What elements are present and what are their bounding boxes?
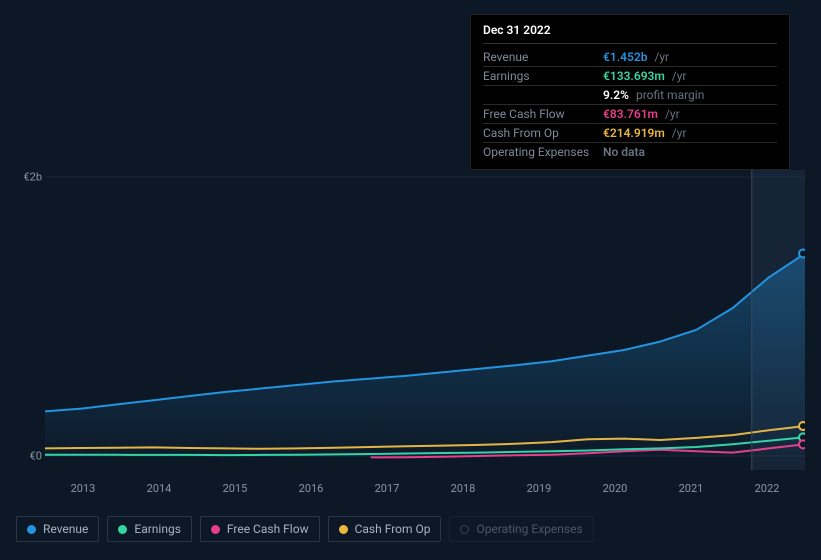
legend-item-label: Revenue bbox=[43, 522, 88, 536]
tooltip-row: Cash From Op€214.919m /yr bbox=[483, 124, 777, 143]
x-axis-label: 2014 bbox=[121, 482, 197, 495]
tooltip-row-label: Operating Expenses bbox=[483, 145, 603, 159]
x-axis-label: 2013 bbox=[45, 482, 121, 495]
x-axis-label: 2017 bbox=[349, 482, 425, 495]
tooltip-row-label: Earnings bbox=[483, 69, 603, 83]
chart-legend: Revenue Earnings Free Cash Flow Cash From O… bbox=[16, 516, 594, 542]
tooltip-row-value: No data bbox=[603, 145, 645, 159]
legend-item-label: Operating Expenses bbox=[476, 522, 582, 536]
tooltip-row: Operating ExpensesNo data bbox=[483, 143, 777, 161]
tooltip-row-value: €133.693m /yr bbox=[603, 69, 687, 83]
legend-item-label: Free Cash Flow bbox=[227, 522, 309, 536]
x-axis-label: 2022 bbox=[729, 482, 805, 495]
legend-swatch-icon bbox=[339, 525, 348, 534]
legend-swatch-icon bbox=[118, 525, 127, 534]
legend-swatch-icon bbox=[27, 525, 36, 534]
x-axis-label: 2015 bbox=[197, 482, 273, 495]
legend-swatch-icon bbox=[211, 525, 220, 534]
legend-item-cfo[interactable]: Cash From Op bbox=[328, 516, 442, 542]
x-axis: 2013201420152016201720182019202020212022 bbox=[45, 482, 805, 495]
y-axis-label: €2b bbox=[23, 170, 42, 183]
tooltip-row: Revenue€1.452b /yr bbox=[483, 48, 777, 67]
y-axis-label: €0 bbox=[30, 450, 42, 463]
tooltip-row-value: €83.761m /yr bbox=[603, 107, 680, 121]
legend-item-label: Earnings bbox=[134, 522, 181, 536]
x-axis-label: 2021 bbox=[653, 482, 729, 495]
x-axis-label: 2016 bbox=[273, 482, 349, 495]
legend-item-revenue[interactable]: Revenue bbox=[16, 516, 99, 542]
tooltip-row-value: €1.452b /yr bbox=[603, 50, 669, 64]
legend-swatch-icon bbox=[460, 525, 469, 534]
x-axis-label: 2020 bbox=[577, 482, 653, 495]
tooltip-row: 9.2% profit margin bbox=[483, 86, 777, 105]
tooltip-row-label: Cash From Op bbox=[483, 126, 603, 140]
tooltip-row: Earnings€133.693m /yr bbox=[483, 67, 777, 86]
legend-item-earnings[interactable]: Earnings bbox=[107, 516, 192, 542]
x-axis-label: 2018 bbox=[425, 482, 501, 495]
legend-item-label: Cash From Op bbox=[355, 522, 431, 536]
chart-plot-area[interactable] bbox=[45, 170, 805, 470]
legend-item-fcf[interactable]: Free Cash Flow bbox=[200, 516, 320, 542]
tooltip-row: Free Cash Flow€83.761m /yr bbox=[483, 105, 777, 124]
legend-item-opex[interactable]: Operating Expenses bbox=[449, 516, 593, 542]
x-axis-label: 2019 bbox=[501, 482, 577, 495]
chart-tooltip: Dec 31 2022 Revenue€1.452b /yrEarnings€1… bbox=[470, 14, 790, 170]
tooltip-row-label: Free Cash Flow bbox=[483, 107, 603, 121]
tooltip-row-value: €214.919m /yr bbox=[603, 126, 687, 140]
financial-chart: €0€2b 2013201420152016201720182019202020… bbox=[0, 0, 821, 560]
tooltip-row-value: 9.2% profit margin bbox=[603, 88, 704, 102]
tooltip-row-label bbox=[483, 88, 603, 102]
tooltip-date: Dec 31 2022 bbox=[483, 23, 777, 44]
tooltip-row-label: Revenue bbox=[483, 50, 603, 64]
